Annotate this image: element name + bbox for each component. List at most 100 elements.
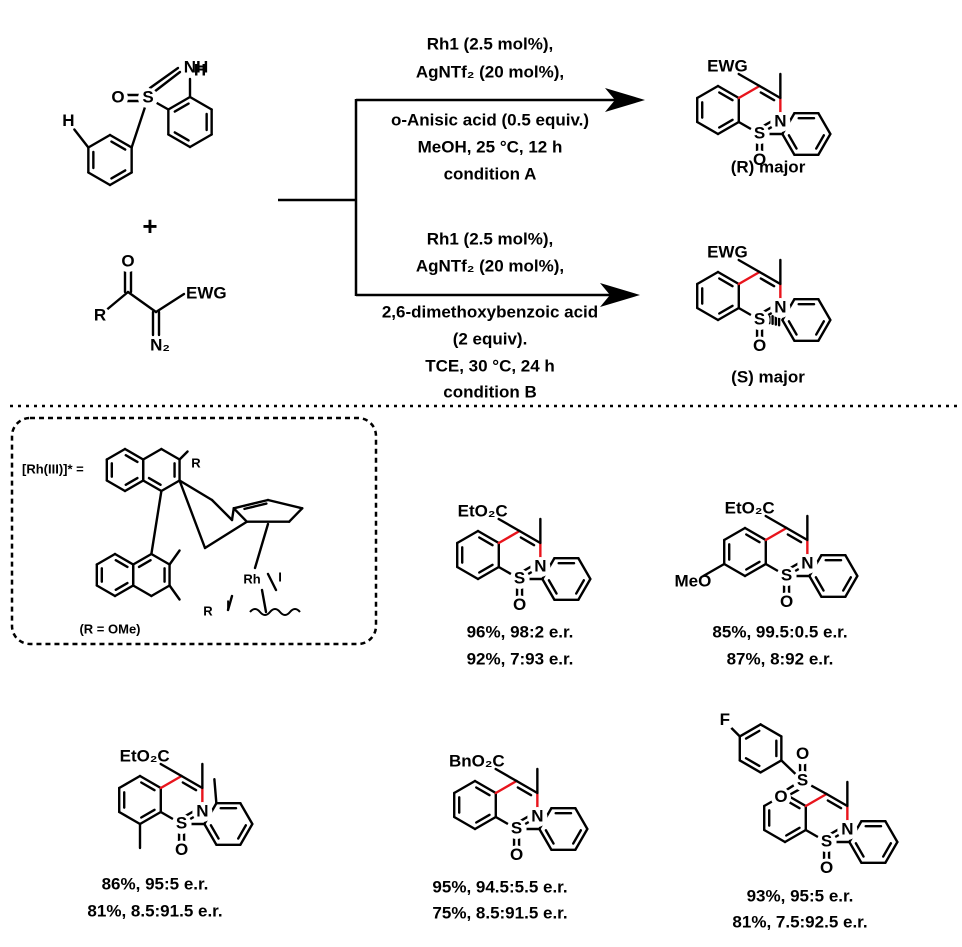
- substituent-label: EtO₂C: [725, 498, 775, 517]
- atom-label: R: [94, 305, 106, 324]
- atom-label: O: [510, 845, 523, 864]
- bond: [147, 476, 162, 486]
- atom-label: S: [511, 818, 522, 837]
- bond: [478, 536, 494, 547]
- result-text: 95%, 94.5:5.5 e.r.: [432, 877, 567, 896]
- substituent-label: EWG: [707, 56, 748, 75]
- bond: [137, 559, 152, 569]
- atom-label: R: [191, 455, 201, 470]
- bond: [696, 306, 720, 322]
- bond: [737, 258, 761, 274]
- catalyst-label: [Rh(III)]* =: [22, 461, 84, 476]
- atom-background: [770, 787, 791, 808]
- catalyst-note: (R = OMe): [79, 621, 140, 636]
- bond: [95, 584, 117, 598]
- atom-label: O: [820, 858, 833, 877]
- bond: [213, 778, 218, 805]
- bond: [159, 762, 183, 778]
- bond: [759, 277, 776, 288]
- bond: [783, 828, 807, 844]
- bond: [571, 829, 583, 845]
- bond: [738, 759, 762, 774]
- condition-text: AgNTf₂ (20 mol%),: [416, 62, 564, 81]
- bond: [516, 786, 533, 797]
- atom-background: [837, 820, 858, 840]
- bond: [743, 562, 767, 578]
- bond: [105, 479, 127, 493]
- bond: [787, 134, 798, 150]
- atom-label: O: [774, 787, 787, 806]
- bond: [716, 84, 740, 100]
- condition-text: o-Anisic acid (0.5 equiv.): [391, 110, 589, 129]
- bond: [131, 584, 153, 598]
- bond: [518, 529, 542, 545]
- bond: [150, 552, 171, 566]
- condition-text: TCE, 30 °C, 24 h: [425, 356, 555, 375]
- atom-label: N: [196, 801, 208, 820]
- bond: [154, 292, 186, 314]
- bond: [817, 298, 832, 322]
- bond: [844, 574, 859, 598]
- wavy-bond: [249, 608, 301, 616]
- bond: [476, 565, 500, 581]
- bond: [738, 723, 762, 738]
- atom-label: R: [203, 603, 213, 618]
- atom-label: EWG: [186, 283, 227, 302]
- bond: [453, 815, 477, 831]
- substituent-label: EtO₂C: [458, 501, 508, 520]
- bond: [817, 112, 832, 136]
- bond: [113, 584, 135, 598]
- atom-label: H: [194, 60, 206, 79]
- bond: [260, 588, 268, 614]
- bond: [475, 813, 491, 824]
- bond: [173, 131, 190, 142]
- bond: [210, 498, 234, 522]
- bond: [737, 72, 761, 88]
- bond: [253, 522, 270, 570]
- atom-label: N: [774, 297, 786, 316]
- bond: [232, 498, 270, 510]
- bond: [718, 304, 734, 315]
- bond: [102, 290, 130, 314]
- bond: [456, 529, 480, 545]
- atom-background: [770, 298, 791, 318]
- bond: [702, 562, 726, 578]
- bond: [95, 552, 117, 566]
- bond: [758, 270, 782, 286]
- atom-background: [749, 336, 770, 357]
- bond: [758, 84, 782, 100]
- atom-label: N: [531, 806, 543, 825]
- bond: [826, 799, 843, 810]
- atom-label: O: [513, 595, 526, 614]
- atom-background: [530, 557, 551, 577]
- bond: [497, 529, 521, 545]
- bond: [118, 774, 142, 790]
- atom-background: [770, 112, 791, 132]
- bond: [178, 479, 207, 550]
- bond: [180, 774, 204, 790]
- bond: [515, 779, 539, 795]
- atom-label: O: [111, 87, 124, 106]
- result-text: 81%, 8.5:91.5 e.r.: [87, 901, 222, 920]
- atom-label: NH: [184, 57, 209, 76]
- result-text: 86%, 95:5 e.r.: [102, 874, 209, 893]
- bond: [124, 454, 139, 464]
- bond: [814, 320, 826, 336]
- bond: [473, 815, 497, 831]
- bond: [181, 781, 198, 792]
- bond: [178, 450, 189, 461]
- bond: [881, 842, 893, 858]
- bond: [148, 66, 180, 90]
- result-text: 93%, 95:5 e.r.: [747, 886, 854, 905]
- bond: [854, 842, 865, 858]
- atom-label: N: [801, 553, 813, 572]
- condition-text: MeOH, 25 °C, 12 h: [418, 137, 563, 156]
- atom-label: S: [781, 565, 792, 584]
- bond: [123, 447, 145, 461]
- condition-text: Rh1 (2.5 mol%),: [427, 229, 554, 248]
- atom-label: N: [774, 111, 786, 130]
- atom-background: [714, 710, 735, 731]
- bond: [844, 554, 859, 578]
- bond: [787, 320, 798, 336]
- atom-background: [816, 832, 837, 852]
